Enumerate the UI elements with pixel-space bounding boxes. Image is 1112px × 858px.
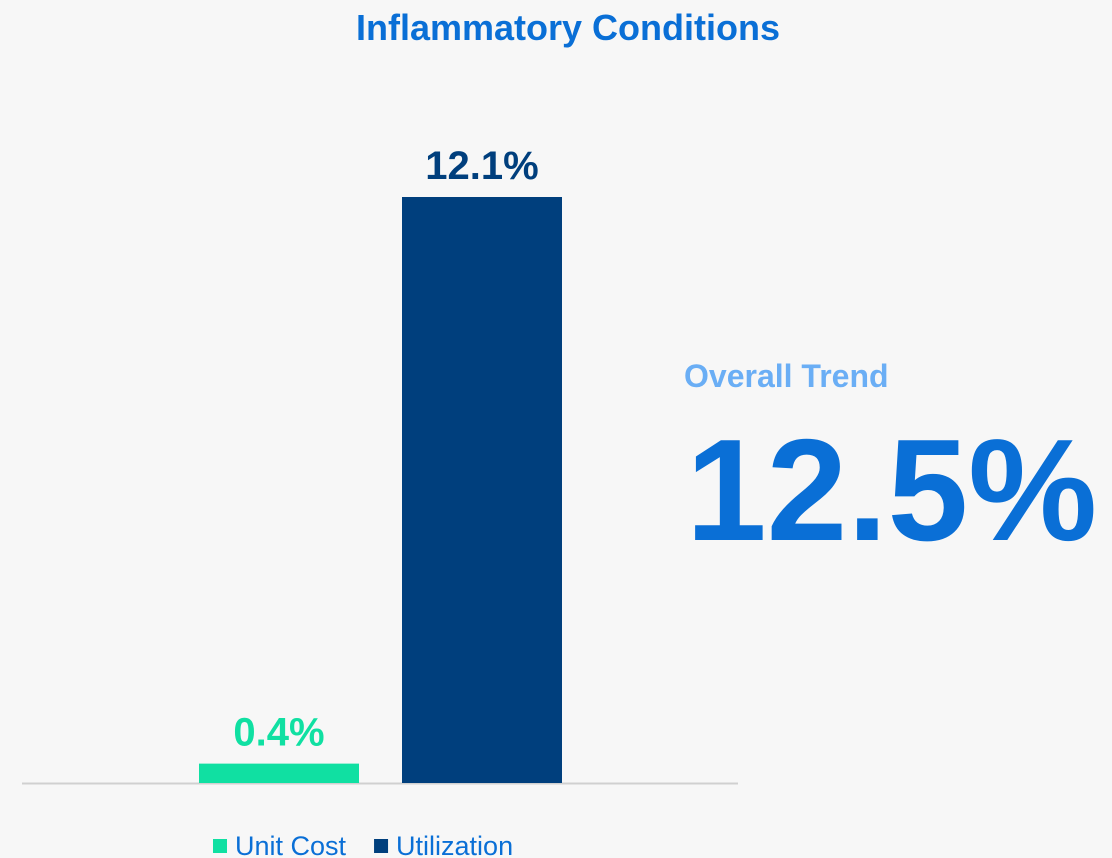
kpi-label: Overall Trend bbox=[684, 358, 889, 394]
legend-swatch bbox=[374, 839, 389, 853]
bar bbox=[402, 197, 562, 783]
data-label: 12.1% bbox=[425, 144, 538, 188]
legend-label: Utilization bbox=[396, 831, 513, 858]
kpi-value: 12.5% bbox=[686, 409, 1097, 571]
legend-label: Unit Cost bbox=[235, 831, 347, 858]
data-label: 0.4% bbox=[233, 711, 324, 755]
bar bbox=[199, 763, 359, 783]
legend-swatch bbox=[213, 839, 227, 853]
chart-title: Inflammatory Conditions bbox=[356, 7, 780, 48]
